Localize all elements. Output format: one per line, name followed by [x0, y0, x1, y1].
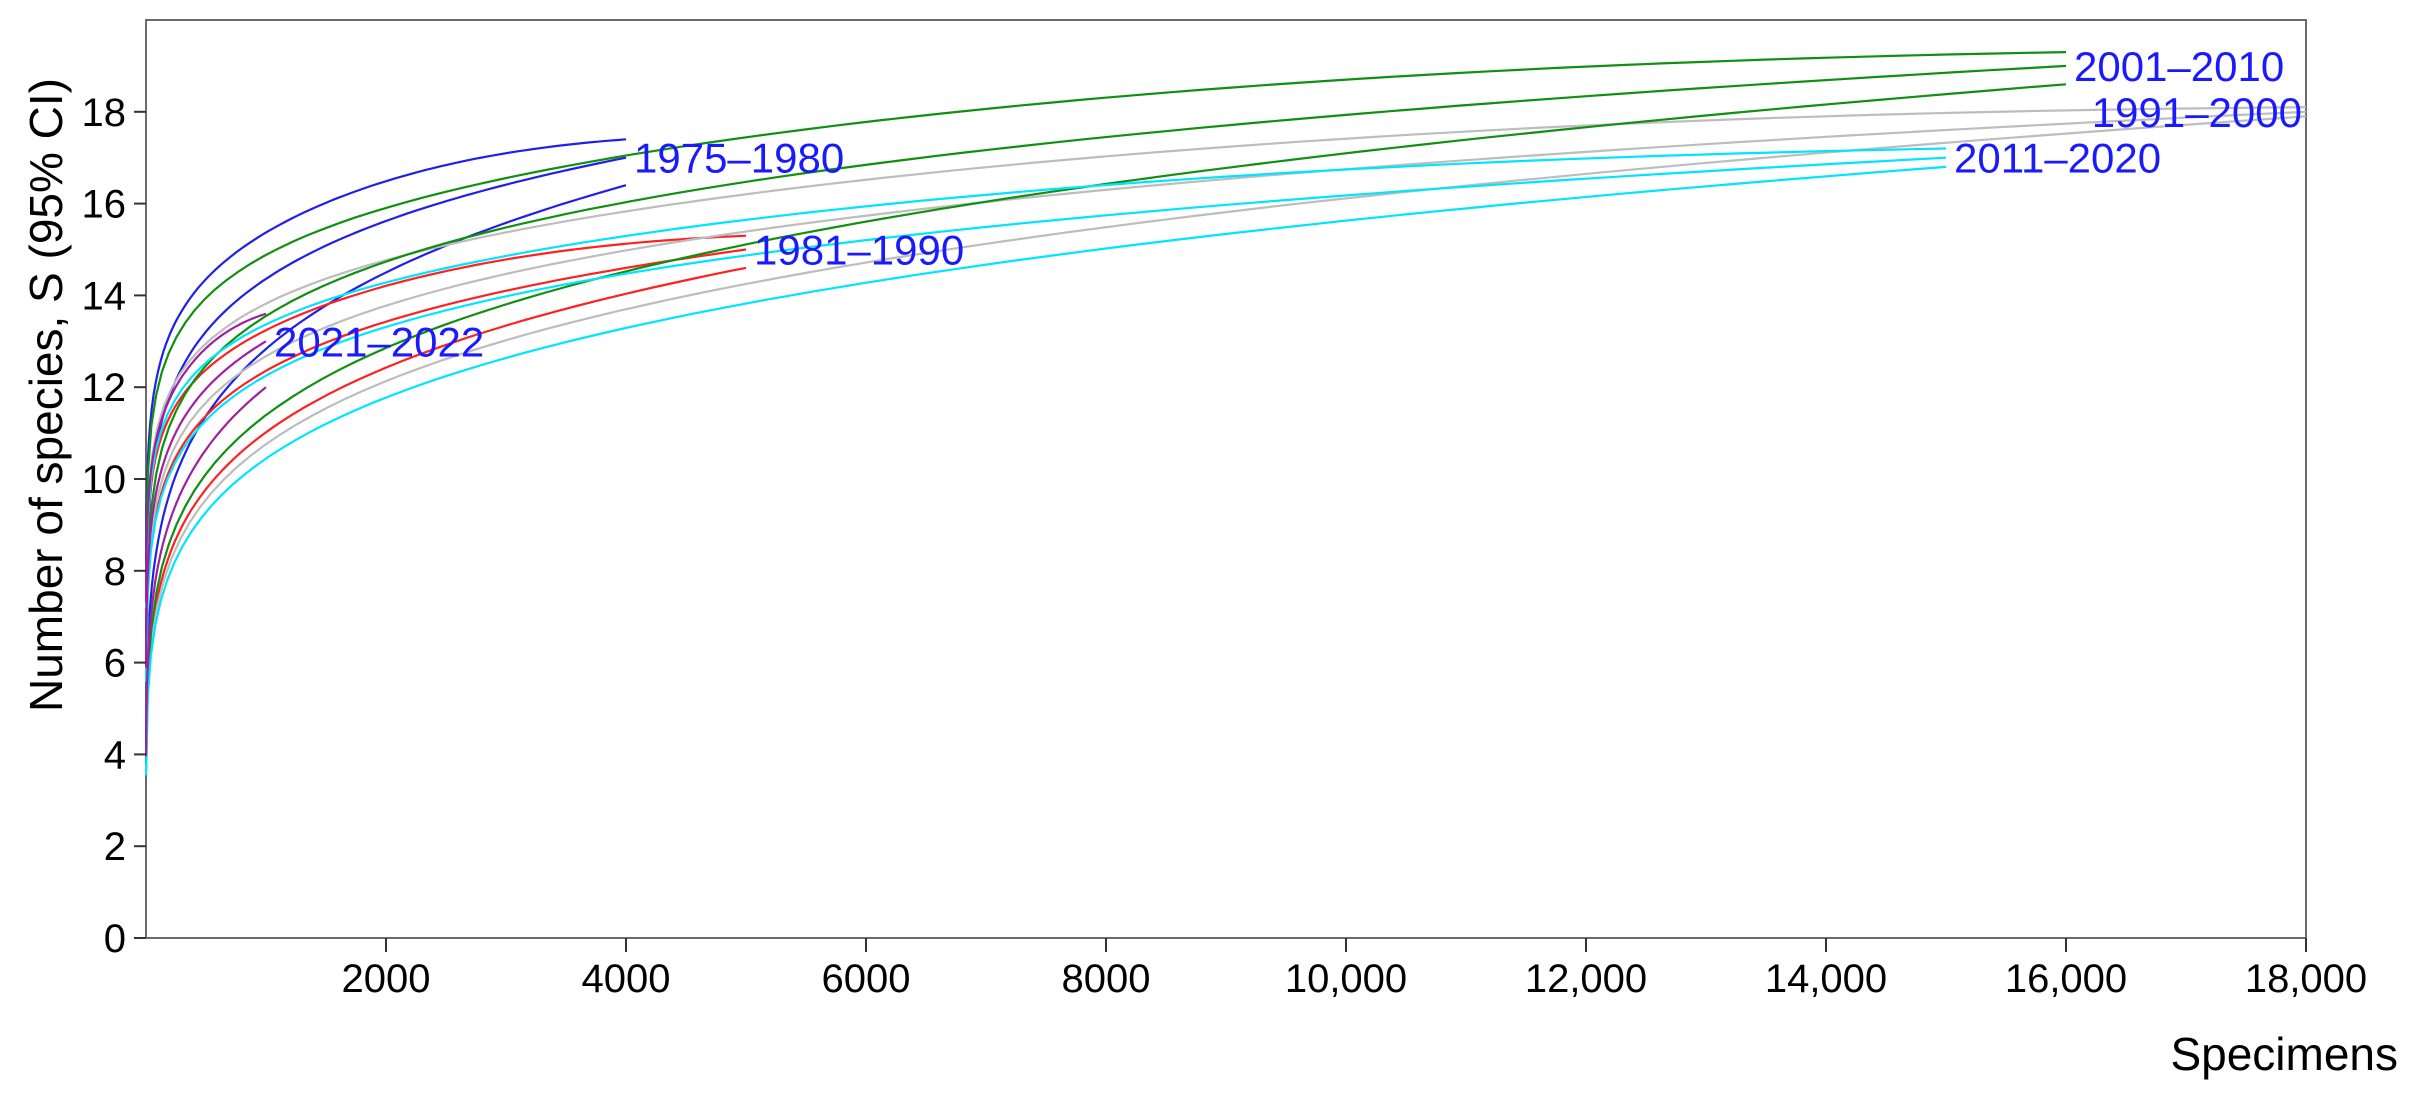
- series-0-upper-curve: [145, 138, 627, 564]
- series-2-mean-curve: [145, 110, 2307, 674]
- y-tick-label: 16: [82, 183, 127, 227]
- y-axis-ticks: 0 2 4 6 8 10 12 14 16 18: [82, 91, 146, 961]
- x-tick-label: 6000: [822, 957, 911, 1001]
- x-axis-title: Specimens: [2170, 1028, 2398, 1080]
- series-label-2: 1991–2000: [2092, 89, 2302, 136]
- y-tick-label: 14: [82, 274, 127, 318]
- series-2-lower-curve: [145, 115, 2307, 772]
- series-curves: [145, 51, 2307, 776]
- series-label-4: 2011–2020: [1954, 135, 2161, 182]
- y-tick-label: 12: [82, 366, 127, 410]
- y-tick-label: 0: [104, 917, 126, 961]
- x-tick-label: 2000: [342, 957, 431, 1001]
- y-tick-label: 2: [104, 825, 126, 869]
- y-tick-label: 4: [104, 733, 126, 777]
- x-axis-ticks: 2000 4000 6000 8000 10,000 12,000 14,000 16,000…: [342, 938, 2367, 1001]
- series-3-mean-curve: [145, 64, 2067, 658]
- series-1-upper-curve: [145, 234, 747, 613]
- series-1-mean-curve: [145, 248, 747, 680]
- series-2-upper-curve: [145, 106, 2307, 598]
- x-tick-label: 14,000: [1765, 957, 1887, 1001]
- x-tick-label: 12,000: [1525, 957, 1647, 1001]
- series-label-5: 2021–2022: [274, 318, 484, 365]
- series-label-1: 1981–1990: [754, 227, 964, 274]
- series-4-lower-curve: [145, 165, 1947, 776]
- series-label-0: 1975–1980: [634, 135, 844, 182]
- series-label-3: 2001–2010: [2074, 43, 2284, 90]
- series-5-mean-curve: [145, 340, 267, 668]
- y-tick-label: 6: [104, 642, 126, 686]
- series-5-upper-curve: [145, 312, 267, 603]
- y-tick-label: 18: [82, 91, 127, 135]
- series-3-upper-curve: [145, 51, 2067, 574]
- x-tick-label: 8000: [1062, 957, 1151, 1001]
- y-axis-title: Number of species, S (95% CI): [20, 78, 72, 712]
- series-1-lower-curve: [145, 266, 747, 769]
- x-tick-label: 18,000: [2245, 957, 2367, 1001]
- x-tick-label: 10,000: [1285, 957, 1407, 1001]
- series-4-mean-curve: [145, 156, 1947, 682]
- x-tick-label: 4000: [582, 957, 671, 1001]
- x-tick-label: 16,000: [2005, 957, 2127, 1001]
- series-4-upper-curve: [145, 147, 1947, 608]
- series-3-lower-curve: [145, 83, 2067, 764]
- series-0-lower-curve: [145, 184, 627, 746]
- y-tick-label: 8: [104, 550, 126, 594]
- y-tick-label: 10: [82, 458, 127, 502]
- series-5-lower-curve: [145, 386, 267, 757]
